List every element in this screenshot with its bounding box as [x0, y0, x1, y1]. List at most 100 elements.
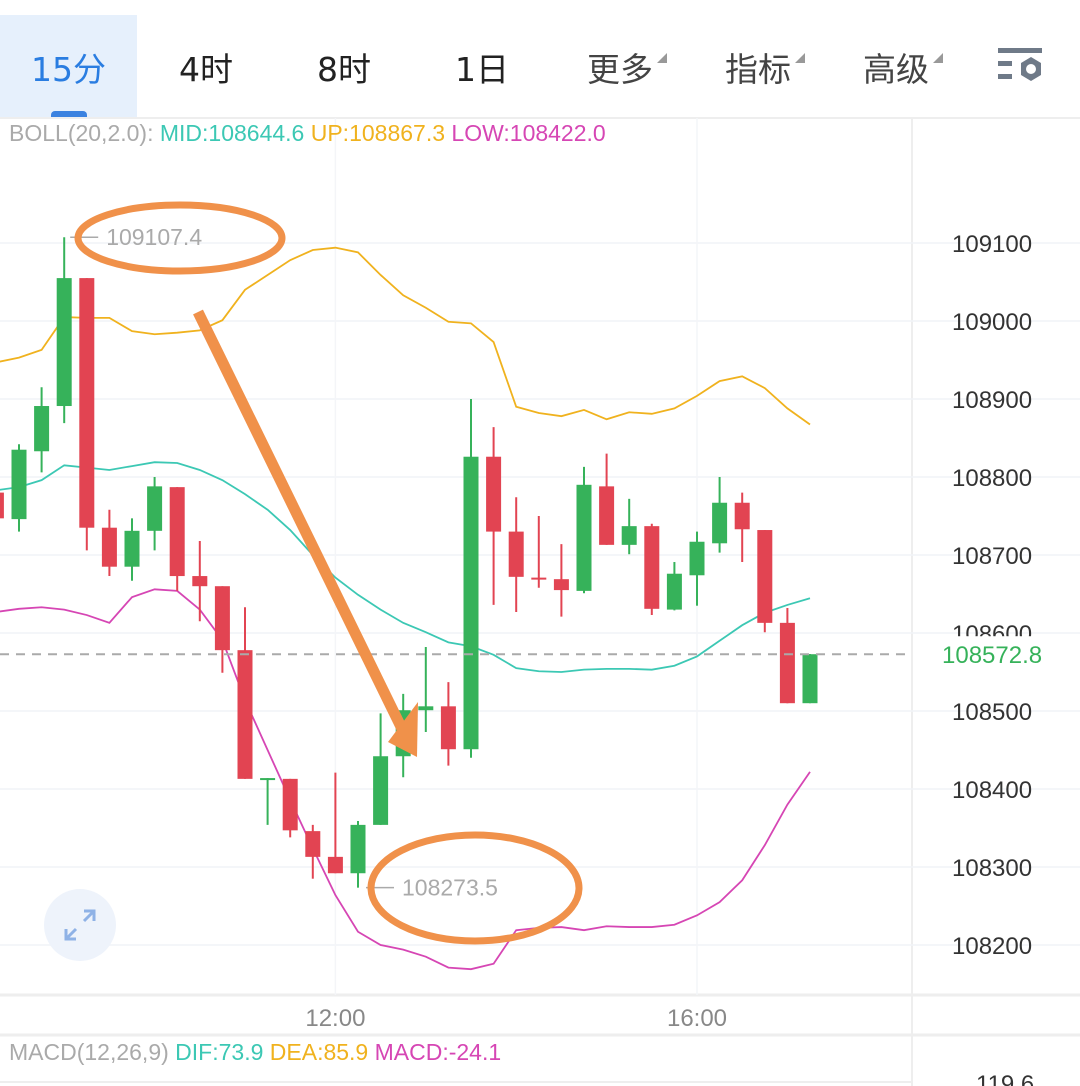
candle-body — [192, 576, 208, 587]
tab-more[interactable]: 更多 — [551, 15, 689, 118]
x-tick-label: 16:00 — [667, 1005, 727, 1032]
dropdown-triangle-icon — [657, 52, 667, 63]
boll-legend: BOLL(20,2.0): MID:108644.6 UP:108867.3 L… — [9, 120, 606, 147]
candle-down — [214, 586, 230, 673]
macd-value: MACD:-24.1 — [374, 1039, 502, 1065]
candle-down — [734, 492, 750, 563]
tab-label: 8时 — [317, 49, 371, 89]
candle-up — [11, 444, 27, 532]
candle-down — [553, 544, 569, 617]
candle-down — [327, 772, 343, 874]
candle-up — [350, 820, 366, 888]
boll-up: UP:108867.3 — [310, 120, 446, 146]
candle-body — [147, 486, 163, 531]
candle-down — [508, 497, 524, 612]
tab-15m[interactable]: 15分 — [0, 15, 137, 118]
tab-advanced[interactable]: 高级 — [827, 15, 965, 118]
y-tick-label: 108200 — [952, 933, 1032, 960]
last-price-label: 108572.8 — [942, 642, 1042, 669]
candle-up — [124, 518, 140, 581]
candle-body — [531, 577, 547, 580]
y-tick-label: 108300 — [952, 855, 1032, 882]
boll-name: BOLL(20,2.0): — [9, 120, 154, 146]
macd-name: MACD(12,26,9) — [9, 1039, 169, 1065]
candle-body — [101, 527, 117, 567]
candle-down — [599, 453, 615, 545]
y-tick-label: 108900 — [952, 387, 1032, 414]
max-price-label: 109107.4 — [106, 224, 202, 250]
candle-body — [508, 531, 524, 577]
candle-body — [576, 484, 592, 591]
candle-body — [327, 856, 343, 874]
annotation-ellipse-low — [367, 831, 583, 945]
candle-body — [169, 487, 185, 577]
candle-down — [757, 530, 773, 633]
candle-body — [440, 706, 456, 750]
tab-text: 更多 — [587, 49, 653, 89]
annotation-ellipse-high — [74, 201, 286, 275]
interval-tab-bar: 15分 4时 8时 1日 更多 指标 高级 — [0, 0, 1080, 118]
candle-up — [802, 654, 818, 704]
boll-low: LOW:108422.0 — [451, 120, 606, 146]
candle-down — [101, 509, 117, 577]
candle-body — [237, 650, 253, 779]
candle-down — [0, 492, 4, 519]
tab-1d[interactable]: 1日 — [413, 15, 551, 118]
candle-body — [666, 573, 682, 610]
candle-down — [237, 607, 253, 779]
candle-up — [463, 399, 479, 758]
macd-axis-label: 119.6 — [976, 1071, 1034, 1086]
macd-dif: DIF:73.9 — [175, 1039, 264, 1065]
candle-down — [440, 682, 456, 766]
chart-settings-icon[interactable] — [995, 45, 1050, 90]
candle-body — [689, 541, 705, 576]
candle-body — [621, 526, 637, 545]
candle-up — [147, 477, 163, 551]
macd-dea: DEA:85.9 — [269, 1039, 369, 1065]
candle-body — [553, 579, 569, 591]
candle-up — [621, 498, 637, 555]
tab-8h[interactable]: 8时 — [275, 15, 413, 118]
tab-4h[interactable]: 4时 — [137, 15, 275, 118]
candle-body — [802, 654, 818, 704]
y-tick-label: 109000 — [952, 309, 1032, 336]
boll-low-line — [0, 588, 811, 971]
candle-body — [34, 406, 50, 452]
candle-body — [305, 831, 321, 857]
candle-body — [350, 824, 366, 874]
y-tick-label: 108400 — [952, 777, 1032, 804]
candle-up — [576, 466, 592, 594]
tab-label: 高级 — [863, 43, 943, 91]
tab-label: 指标 — [725, 43, 805, 91]
y-tick-label: 108700 — [952, 543, 1032, 570]
candle-body — [779, 622, 795, 704]
candle-down — [192, 540, 208, 622]
candle-body — [644, 526, 660, 609]
candle-body — [757, 530, 773, 623]
candle-down — [169, 487, 185, 591]
candle-up — [56, 237, 72, 424]
candle-up — [260, 778, 276, 825]
candle-body — [734, 502, 750, 530]
annotation-arrow-shaft — [193, 309, 410, 738]
candle-body — [712, 502, 728, 544]
boll-mid: MID:108644.6 — [159, 120, 305, 146]
macd-legend: MACD(12,26,9) DIF:73.9 DEA:85.9 MACD:-24… — [9, 1039, 501, 1066]
candle-body — [463, 456, 479, 750]
candle-up — [373, 713, 389, 825]
candle-down — [644, 523, 660, 616]
y-tick-label: 108800 — [952, 465, 1032, 492]
last-price-label-bg — [914, 636, 1080, 673]
boll-up-line — [0, 246, 811, 426]
candle-down — [531, 516, 547, 588]
tab-label: 1日 — [455, 49, 509, 89]
candle-body — [282, 778, 298, 831]
tab-indicators[interactable]: 指标 — [689, 15, 827, 118]
tab-text: 高级 — [863, 49, 929, 89]
candle-down — [486, 427, 502, 605]
candle-body — [486, 456, 502, 532]
candle-body — [599, 486, 615, 545]
expand-chart-button[interactable] — [44, 889, 116, 961]
